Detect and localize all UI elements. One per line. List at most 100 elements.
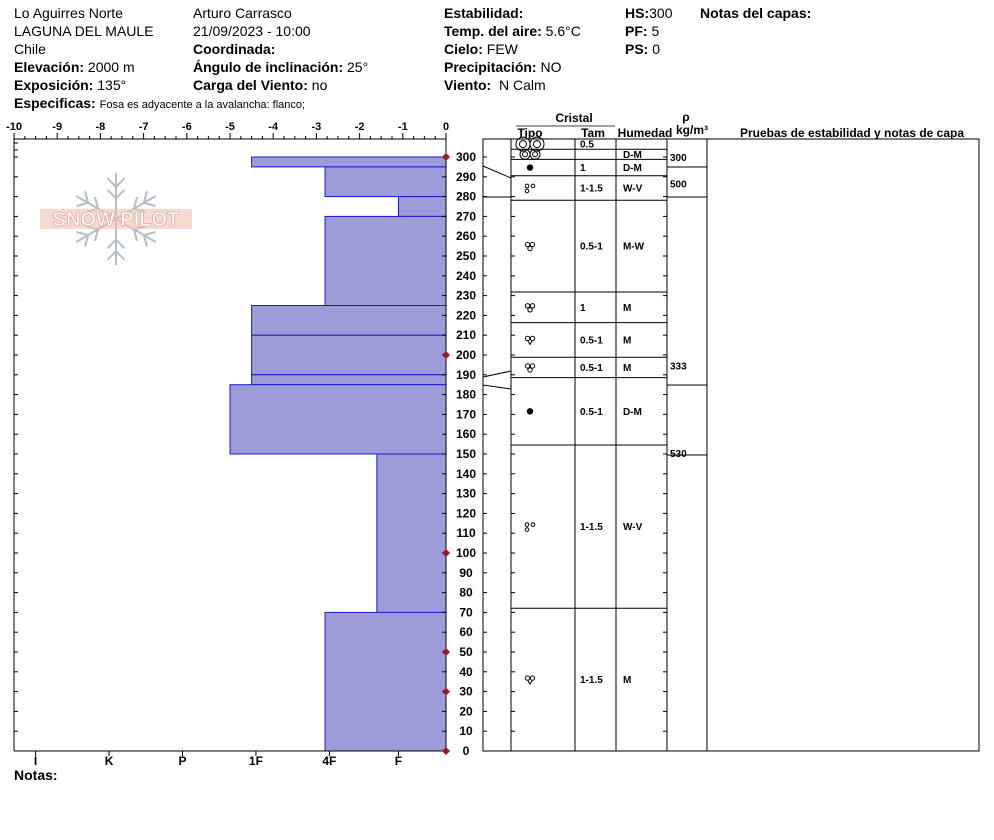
layer-moisture: M bbox=[623, 303, 631, 314]
snowflake-arm bbox=[75, 195, 117, 220]
hardness-bar bbox=[324, 611, 447, 752]
layer-size: 0.5-1 bbox=[580, 242, 603, 253]
hardness-label: 4F bbox=[322, 754, 336, 768]
layer-moisture: M bbox=[623, 335, 631, 346]
top-tick-label: -2 bbox=[355, 121, 365, 133]
snowflake-branch bbox=[115, 238, 126, 249]
height-label: 170 bbox=[456, 407, 476, 421]
layer-size: 1-1.5 bbox=[580, 675, 603, 686]
snowflake-branch bbox=[142, 234, 148, 247]
snowflake-branch bbox=[106, 250, 117, 261]
specifics-label: Especificas: bbox=[14, 95, 96, 111]
observer-name: Arturo Carrasco bbox=[193, 5, 292, 21]
top-tick-label: 0 bbox=[443, 121, 449, 133]
incline-row: Ángulo de inclinación: 25° bbox=[193, 58, 368, 76]
size-header: Tam bbox=[581, 126, 605, 140]
height-label: 20 bbox=[459, 704, 473, 718]
specifics-value: Fosa es adyacente a la avalancha: flanco… bbox=[99, 99, 306, 111]
region-name: LAGUNA DEL MAULE bbox=[14, 23, 154, 39]
clustered-open-icon bbox=[524, 335, 536, 346]
snowpilot-watermark: SNOW PILOT bbox=[40, 173, 192, 265]
height-label: 140 bbox=[456, 467, 476, 481]
coordinate-label: Coordinada: bbox=[193, 41, 276, 57]
clustered-icon bbox=[524, 363, 536, 373]
height-label: 190 bbox=[456, 368, 476, 382]
height-label: 90 bbox=[459, 566, 473, 580]
height-label: 290 bbox=[456, 170, 476, 184]
snowflake-branch bbox=[84, 191, 90, 204]
wind-row: Viento: N Calm bbox=[444, 76, 546, 94]
snowflake-arm bbox=[115, 195, 157, 220]
snowflake-branch bbox=[106, 177, 117, 188]
temperature-point bbox=[442, 648, 450, 656]
rounded-large-icon bbox=[515, 136, 545, 152]
moisture-header: Humedad bbox=[618, 126, 673, 140]
hardness-bars bbox=[229, 156, 447, 752]
hardness-axis-labels: I K P 1F 4F F bbox=[34, 754, 402, 768]
temperature-points bbox=[442, 153, 450, 755]
hardness-bar bbox=[251, 374, 447, 386]
snowflake-branch bbox=[106, 238, 117, 249]
snowflake-branch bbox=[115, 250, 126, 261]
clustered-icon bbox=[524, 241, 536, 252]
incline-label: Ángulo de inclinación: bbox=[193, 59, 344, 75]
dot-icon bbox=[526, 408, 534, 415]
snowflake-arm bbox=[115, 218, 157, 243]
height-label: 100 bbox=[456, 546, 476, 560]
hardness-bar bbox=[376, 453, 447, 613]
pf-value: 5 bbox=[651, 23, 660, 39]
aspect-label: Exposición: bbox=[14, 77, 94, 93]
notes-label: Notas: bbox=[14, 767, 58, 783]
hardness-label: F bbox=[395, 754, 402, 768]
top-tick-label: -9 bbox=[52, 121, 62, 133]
rounded-small-icon bbox=[524, 183, 536, 194]
height-label: 220 bbox=[456, 308, 476, 322]
specifics-row: Especificas: Fosa es adyacente a la aval… bbox=[14, 94, 305, 114]
height-label: 60 bbox=[459, 625, 473, 639]
snowflake-branch bbox=[143, 231, 156, 237]
layer-connector bbox=[482, 370, 512, 378]
top-tick-label: -1 bbox=[398, 121, 408, 133]
height-label: 120 bbox=[456, 506, 476, 520]
hardness-bar bbox=[229, 384, 447, 455]
hardness-label: K bbox=[105, 754, 114, 768]
ps-row: PS: 0 bbox=[625, 40, 660, 58]
height-label: 160 bbox=[456, 427, 476, 441]
wind-load-label: Carga del Viento: bbox=[193, 77, 308, 93]
snowflake-branch bbox=[132, 229, 138, 242]
snowflake-branch bbox=[133, 225, 146, 231]
layer-moisture: D-M bbox=[623, 163, 642, 174]
clustered-open-icon bbox=[524, 675, 536, 686]
table-frame bbox=[482, 138, 980, 752]
snowflake-branch bbox=[86, 225, 99, 231]
height-label: 240 bbox=[456, 269, 476, 283]
layer-notes-label: Notas del capas: bbox=[700, 5, 812, 21]
layer-size: 0.5-1 bbox=[580, 335, 603, 346]
top-tick-label: -4 bbox=[268, 121, 279, 133]
precip-value: NO bbox=[540, 59, 562, 75]
top-axis-labels: -10 -9 -8 -7 -6 -5 -4 -3 -2 -1 0 bbox=[6, 121, 449, 133]
hardness-label: 1F bbox=[249, 754, 263, 768]
height-label: 130 bbox=[456, 487, 476, 501]
pf-label: PF: bbox=[625, 23, 648, 39]
precip-label: Precipitación: bbox=[444, 59, 537, 75]
layer-moisture: M bbox=[623, 363, 631, 374]
air-temp-row: Temp. del aire: 5.6°C bbox=[444, 22, 581, 40]
snowflake-branch bbox=[86, 207, 99, 213]
height-label: 70 bbox=[459, 605, 473, 619]
layer-size: 0.5-1 bbox=[580, 407, 603, 418]
crystal-header: Cristal bbox=[555, 111, 592, 125]
aspect-value: 135° bbox=[97, 77, 127, 93]
top-tick-label: -8 bbox=[96, 121, 106, 133]
snowflake-branch bbox=[115, 189, 126, 200]
snowflake-branch bbox=[142, 191, 148, 204]
clustered-icon bbox=[524, 303, 536, 313]
top-tick-label: -10 bbox=[6, 121, 22, 133]
hs-row: HS:300 bbox=[625, 4, 672, 22]
layer-size: 1 bbox=[580, 163, 586, 174]
pf-row: PF: 5 bbox=[625, 22, 659, 40]
height-label: 30 bbox=[459, 685, 473, 699]
tests-header: Pruebas de estabilidad y notas de capa bbox=[740, 126, 964, 140]
height-label: 230 bbox=[456, 289, 476, 303]
layer-size: 0.5-1 bbox=[580, 363, 603, 374]
